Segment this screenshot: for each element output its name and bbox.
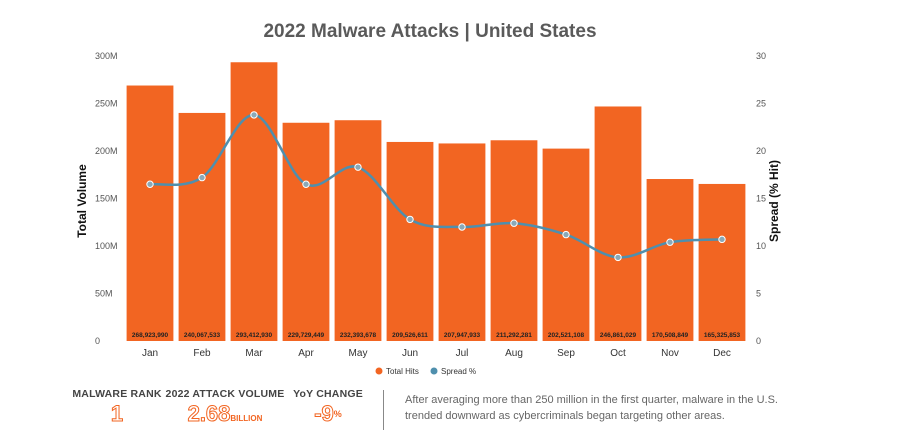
y2-tick-5: 5 — [756, 289, 761, 299]
x-tick-jan: Jan — [142, 348, 158, 359]
bar-label-apr: 229,729,449 — [288, 332, 325, 339]
bar-oct — [594, 106, 642, 341]
y2-tick-20: 20 — [756, 146, 766, 156]
x-ticks: Jan Feb Mar Apr May Jun Jul Aug Sep Oct Nov Dec — [142, 348, 731, 359]
y-tick-50m: 50M — [95, 289, 113, 299]
yoy-change-number: -9 — [314, 401, 335, 426]
bar-may — [334, 120, 382, 341]
bar-label-oct: 246,861,029 — [600, 332, 637, 339]
y-tick-150m: 150M — [95, 194, 118, 204]
malware-rank-number: 1 — [110, 401, 124, 426]
y-tick-100m: 100M — [95, 241, 118, 251]
malware-rank-value: 1 — [62, 401, 172, 426]
x-tick-feb: Feb — [193, 348, 211, 359]
x-tick-nov: Nov — [661, 348, 679, 359]
bar-jul — [438, 143, 486, 341]
bar-label-may: 232,393,678 — [340, 332, 377, 339]
bar-label-jun: 209,526,611 — [392, 332, 428, 339]
attack-volume-number: 2.68 — [187, 401, 231, 426]
x-tick-sep: Sep — [557, 348, 575, 359]
bar-label-jan: 268,923,990 — [132, 332, 169, 339]
bar-mar — [230, 62, 278, 341]
spread-point-nov — [666, 238, 674, 246]
y2-tick-15: 15 — [756, 194, 766, 204]
y-ticks: 0 50M 100M 150M 200M 250M 300M — [95, 51, 118, 346]
summary-text: After averaging more than 250 million in… — [405, 394, 778, 422]
bar-nov — [646, 179, 694, 341]
yoy-change-value: -9% — [283, 401, 373, 426]
y2-tick-25: 25 — [756, 99, 766, 109]
chart: 2022 Malware Attacks | United States Tot… — [75, 21, 781, 376]
legend-swatch-spread — [430, 367, 438, 375]
x-tick-may: May — [349, 348, 368, 359]
legend: Total Hits Spread % — [375, 367, 476, 376]
yoy-change-stat: YoY CHANGE -9% — [283, 388, 373, 426]
attack-volume-value: 2.68BILLION — [160, 401, 290, 431]
bar-label-sep: 202,521,108 — [548, 332, 585, 339]
bar-labels: 268,923,990 240,067,533 293,412,930 229,729… — [132, 332, 741, 339]
y2-tick-10: 10 — [756, 241, 766, 251]
x-tick-aug: Aug — [505, 348, 523, 359]
bar-label-dec: 165,325,853 — [704, 332, 741, 339]
spread-point-apr — [302, 180, 310, 188]
spread-point-feb — [198, 173, 206, 182]
y-tick-250m: 250M — [95, 99, 118, 109]
bar-jan — [126, 85, 174, 341]
bar-label-aug: 211,292,281 — [496, 332, 532, 339]
bar-apr — [282, 122, 330, 342]
legend-label-spread: Spread % — [441, 367, 476, 376]
malware-rank-label: MALWARE RANK — [72, 388, 162, 400]
bar-dec — [698, 183, 746, 341]
x-tick-oct: Oct — [610, 348, 626, 359]
y-tick-0: 0 — [95, 336, 100, 346]
attack-volume-label: 2022 ATTACK VOLUME — [165, 388, 285, 400]
x-tick-mar: Mar — [245, 348, 263, 359]
spread-point-sep — [562, 230, 570, 239]
chart-title: 2022 Malware Attacks | United States — [263, 21, 596, 42]
spread-point-dec — [718, 235, 726, 244]
attack-volume-stat: 2022 ATTACK VOLUME 2.68BILLION — [160, 388, 290, 431]
spread-point-jun — [406, 215, 414, 224]
bar-label-nov: 170,508,849 — [652, 332, 689, 339]
spread-point-aug — [510, 219, 518, 227]
yoy-change-label: YoY CHANGE — [293, 388, 363, 400]
x-tick-jul: Jul — [456, 348, 469, 359]
bar-label-mar: 293,412,930 — [236, 332, 273, 339]
attack-volume-unit: BILLION — [230, 414, 263, 423]
y-axis-title: Total Volume — [75, 164, 89, 238]
bar-jun — [386, 141, 434, 341]
y-tick-200m: 200M — [95, 146, 118, 156]
y2-ticks: 0 5 10 15 20 25 30 — [756, 51, 766, 346]
legend-label-total-hits: Total Hits — [386, 367, 419, 376]
x-tick-dec: Dec — [713, 348, 731, 359]
bar-sep — [542, 148, 590, 341]
x-tick-apr: Apr — [298, 348, 314, 359]
bars — [126, 62, 746, 342]
spread-point-may — [354, 163, 362, 171]
y2-tick-0: 0 — [756, 336, 761, 346]
bar-feb — [178, 112, 226, 341]
footer: MALWARE RANK 1 2022 ATTACK VOLUME 2.68BI… — [0, 384, 900, 440]
y-tick-300m: 300M — [95, 51, 118, 61]
spread-point-oct — [614, 253, 622, 262]
legend-swatch-total-hits — [375, 367, 383, 375]
malware-rank-stat: MALWARE RANK 1 — [62, 388, 172, 426]
bar-label-jul: 207,947,933 — [444, 332, 481, 339]
bar-aug — [490, 140, 538, 341]
spread-line-series — [146, 111, 726, 262]
bar-label-feb: 240,067,533 — [184, 332, 221, 339]
y2-axis-title: Spread (% Hit) — [767, 160, 781, 242]
spread-point-jan — [146, 180, 154, 188]
footer-divider — [383, 390, 384, 430]
spread-point-jul — [458, 223, 466, 231]
yoy-change-unit: % — [333, 409, 342, 419]
x-tick-jun: Jun — [402, 348, 418, 359]
y2-tick-30: 30 — [756, 51, 766, 61]
spread-point-mar — [250, 111, 258, 119]
